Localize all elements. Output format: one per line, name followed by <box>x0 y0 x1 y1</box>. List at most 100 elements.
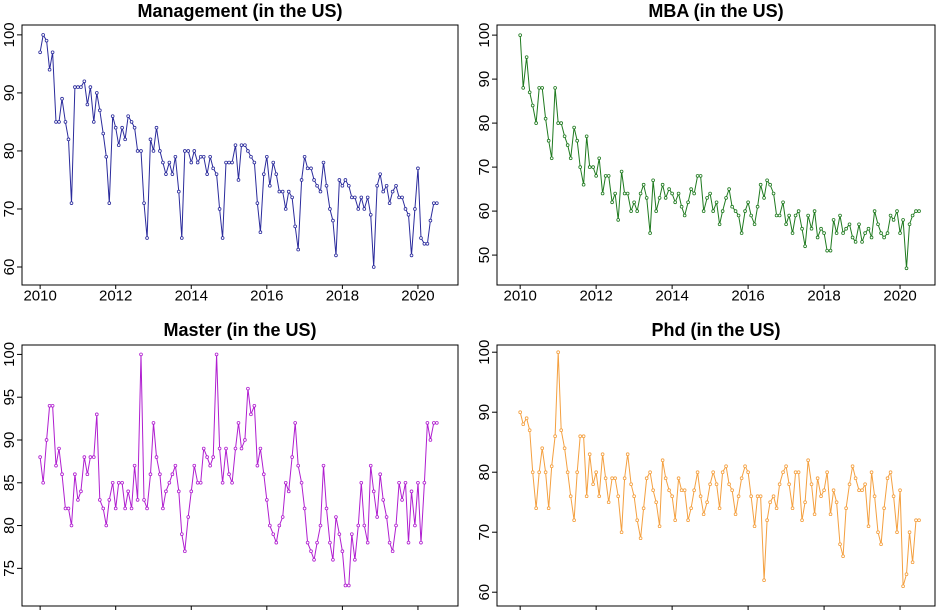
data-point <box>192 463 197 468</box>
data-point <box>305 166 310 171</box>
data-point <box>132 463 137 468</box>
data-point <box>530 470 535 475</box>
data-point <box>148 472 153 477</box>
data-point <box>85 472 90 477</box>
data-point <box>692 488 696 493</box>
data-point <box>347 583 351 588</box>
data-point <box>762 196 766 200</box>
data-point <box>584 134 589 139</box>
data-point <box>104 154 109 159</box>
data-point <box>850 235 855 240</box>
data-point <box>243 438 247 442</box>
data-point <box>815 476 820 481</box>
data-point <box>57 120 61 124</box>
data-point <box>158 149 162 153</box>
data-point <box>648 231 652 235</box>
data-point <box>527 428 532 433</box>
data-point <box>543 116 548 121</box>
data-point <box>296 463 300 468</box>
data-point <box>419 540 423 545</box>
data-point <box>521 86 526 90</box>
x-tick-label: 2016 <box>250 287 283 304</box>
data-point <box>809 482 814 487</box>
data-point <box>161 160 165 165</box>
data-point <box>869 470 874 475</box>
data-point <box>556 121 560 125</box>
y-tick-label: 90 <box>476 71 493 88</box>
data-point <box>47 403 52 408</box>
data-point <box>768 500 772 505</box>
data-point <box>758 494 763 499</box>
data-point <box>736 494 741 499</box>
data-point <box>164 172 168 176</box>
data-point <box>676 191 681 196</box>
data-point <box>91 120 96 124</box>
data-point <box>711 470 715 475</box>
data-point <box>211 166 215 171</box>
data-point <box>255 463 260 468</box>
data-point <box>638 536 643 540</box>
data-point <box>328 540 332 545</box>
data-point <box>432 201 436 205</box>
data-point <box>161 506 165 511</box>
data-point <box>701 209 706 213</box>
plot-frame <box>21 24 459 286</box>
data-point <box>831 488 836 493</box>
data-point <box>428 218 433 223</box>
data-point <box>853 476 858 481</box>
data-point <box>293 421 297 425</box>
data-point <box>286 489 291 494</box>
data-point <box>378 472 382 477</box>
data-point <box>57 446 61 451</box>
data-point <box>198 154 203 159</box>
series-line <box>39 354 437 586</box>
data-point <box>663 196 668 200</box>
data-point <box>255 201 260 205</box>
data-point <box>895 209 899 213</box>
data-point <box>324 506 329 511</box>
data-point <box>777 213 782 218</box>
data-point <box>296 247 300 252</box>
data-point <box>708 482 712 487</box>
data-point <box>597 494 601 499</box>
data-point <box>365 540 370 545</box>
data-point <box>50 403 55 408</box>
data-point <box>271 532 276 536</box>
data-point <box>359 195 364 200</box>
data-point <box>904 266 909 271</box>
data-point <box>101 131 106 136</box>
data-point <box>88 455 93 459</box>
data-point <box>375 515 379 519</box>
data-point <box>390 189 395 194</box>
data-point <box>409 489 414 494</box>
data-point <box>610 476 614 481</box>
data-point <box>679 204 684 209</box>
data-point <box>151 421 156 425</box>
data-point <box>110 114 115 118</box>
data-point <box>220 480 225 485</box>
data-point <box>139 149 143 153</box>
y-tick-label: 80 <box>1 143 18 160</box>
data-point <box>91 455 96 459</box>
panel-title: MBA (in the US) <box>648 1 783 21</box>
data-point <box>252 403 257 408</box>
data-point <box>85 102 90 107</box>
data-point <box>714 482 719 487</box>
panel: Management (in the US) 60 70 80 90 100 2010 201… <box>1 1 459 304</box>
data-point <box>752 222 757 227</box>
data-point <box>318 189 323 194</box>
data-point <box>727 482 731 487</box>
data-point <box>540 446 545 451</box>
data-point <box>435 201 439 205</box>
data-point <box>394 183 398 188</box>
data-point <box>796 470 801 475</box>
data-point <box>409 253 414 258</box>
data-point <box>334 515 338 519</box>
data-point <box>347 183 351 188</box>
data-point <box>268 523 272 528</box>
data-point <box>365 195 370 200</box>
data-point <box>825 470 829 475</box>
data-point <box>787 213 791 218</box>
data-point <box>135 498 140 502</box>
data-point <box>390 549 395 554</box>
